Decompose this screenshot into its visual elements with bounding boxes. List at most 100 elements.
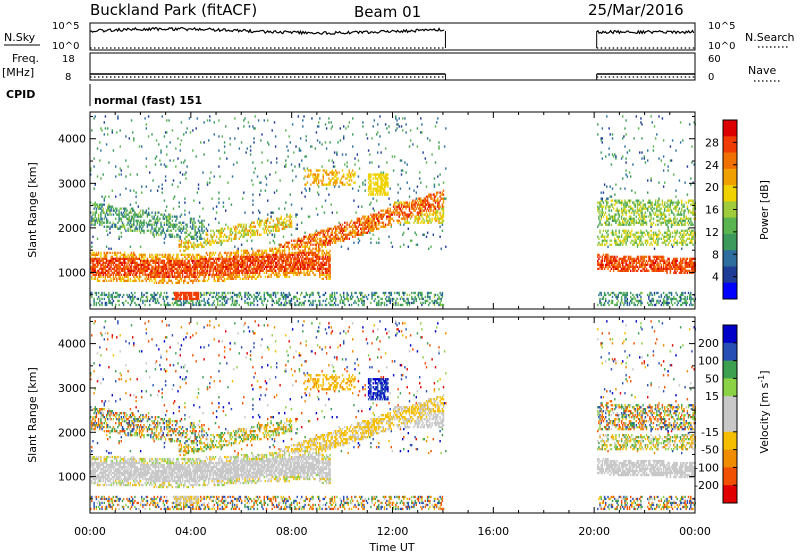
power-echo-cell — [147, 135, 150, 138]
power-echo-cell — [310, 267, 312, 271]
power-echo-cell — [110, 277, 112, 281]
power-echo-cell — [374, 297, 377, 301]
power-echo-cell — [408, 301, 411, 305]
power-echo-cell — [312, 271, 314, 275]
power-echo-cell — [259, 291, 261, 295]
power-echo-cell — [320, 231, 322, 234]
power-echo-cell — [229, 273, 231, 277]
power-echo-cell — [389, 203, 391, 206]
power-echo-cell — [109, 261, 111, 265]
power-echo-cell — [188, 211, 191, 214]
power-echo-cell — [104, 127, 107, 130]
power-echo-cell — [295, 227, 297, 230]
power-echo-cell — [119, 225, 121, 228]
power-echo-cell — [318, 169, 320, 172]
power-echo-cell — [287, 149, 289, 152]
power-echo-cell — [214, 239, 217, 242]
power-echo-cell — [387, 215, 389, 218]
power-echo-cell — [218, 275, 220, 279]
power-echo-cell — [352, 227, 354, 230]
power-echo-cell — [240, 295, 243, 299]
power-echo-cell — [366, 221, 369, 224]
power-echo-cell — [163, 135, 166, 138]
power-echo-cell — [390, 293, 393, 297]
power-echo-cell — [298, 297, 301, 301]
power-echo-cell — [404, 205, 406, 208]
power-echo-cell — [308, 215, 311, 218]
power-echo-cell — [254, 253, 256, 257]
power-echo-cell — [304, 295, 306, 299]
power-echo-cell — [263, 229, 266, 232]
power-echo-cell — [191, 257, 193, 261]
power-echo-cell — [365, 227, 368, 230]
power-echo-cell — [204, 303, 207, 307]
power-echo-cell — [193, 247, 195, 250]
power-echo-cell — [304, 245, 306, 248]
power-echo-cell — [154, 275, 157, 279]
power-echo-cell — [396, 211, 398, 214]
power-echo-cell — [146, 295, 149, 299]
power-echo-cell — [235, 277, 237, 281]
power-echo-cell — [253, 233, 255, 236]
power-echo-cell — [362, 215, 364, 218]
power-echo-cell — [115, 291, 117, 295]
power-echo-cell — [222, 261, 225, 265]
freq-label: Freq. — [12, 52, 39, 65]
power-echo-cell — [90, 261, 92, 265]
power-echo-cell — [138, 255, 141, 259]
power-echo-cell — [163, 231, 166, 234]
power-echo-cell — [333, 151, 336, 154]
power-echo-cell — [332, 303, 335, 307]
power-echo-cell — [191, 297, 193, 301]
power-echo-cell — [163, 217, 166, 220]
power-echo-cell — [289, 299, 292, 303]
power-echo-cell — [313, 173, 315, 176]
power-echo-cell — [402, 297, 404, 301]
power-echo-cell — [193, 271, 195, 275]
power-echo-cell — [218, 237, 220, 240]
power-echo-cell — [274, 295, 277, 299]
power-echo-cell — [374, 223, 377, 226]
power-echo-cell — [281, 255, 284, 259]
power-echo-cell — [336, 229, 338, 232]
power-echo-cell — [175, 219, 177, 222]
power-echo-cell — [239, 263, 242, 267]
power-echo-cell — [386, 179, 388, 182]
power-echo-cell — [194, 273, 196, 277]
power-echo-cell — [219, 229, 221, 232]
power-echo-cell — [382, 213, 385, 216]
power-echo-cell — [227, 271, 229, 275]
power-echo-cell — [125, 207, 127, 210]
power-echo-cell — [178, 297, 180, 301]
power-echo-cell — [407, 215, 410, 218]
power-echo-cell — [406, 297, 408, 301]
power-echo-cell — [353, 229, 355, 232]
power-echo-cell — [332, 227, 335, 230]
power-echo-cell — [354, 221, 356, 224]
power-echo-cell — [320, 265, 322, 269]
power-echo-cell — [138, 225, 141, 228]
power-echo-cell — [135, 257, 137, 261]
power-echo-cell — [377, 185, 379, 188]
power-echo-cell — [188, 263, 191, 267]
power-echo-cell — [377, 295, 379, 299]
power-echo-cell — [214, 217, 217, 220]
power-echo-cell — [100, 149, 102, 152]
power-echo-cell — [92, 269, 94, 273]
power-echo-cell — [367, 175, 370, 178]
power-echo-cell — [291, 253, 294, 257]
power-echo-cell — [209, 259, 211, 263]
power-echo-cell — [108, 267, 110, 271]
power-echo-cell — [303, 261, 305, 265]
power-echo-cell — [374, 177, 377, 180]
power-echo-cell — [303, 167, 305, 170]
power-echo-cell — [178, 271, 180, 275]
power-echo-cell — [329, 227, 331, 230]
power-echo-cell — [172, 291, 175, 295]
power-echo-cell — [256, 269, 259, 273]
power-echo-cell — [170, 261, 172, 265]
power-echo-cell — [249, 261, 252, 265]
power-echo-cell — [172, 269, 175, 273]
power-echo-cell — [124, 227, 126, 230]
power-echo-cell — [127, 273, 129, 277]
